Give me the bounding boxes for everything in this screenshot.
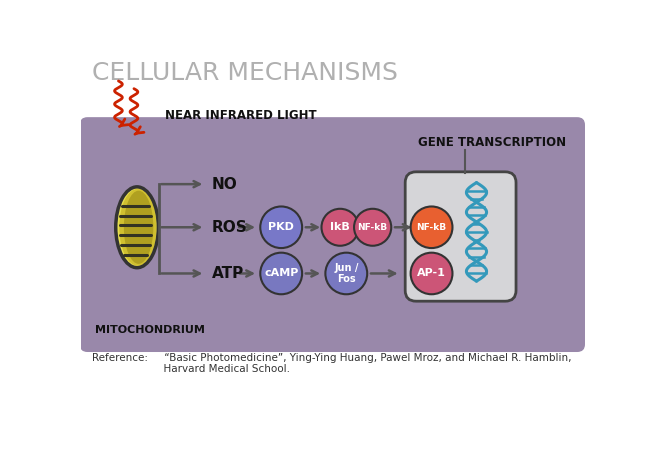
Text: ROS: ROS <box>211 220 247 235</box>
Text: NF-kB: NF-kB <box>417 223 447 232</box>
Circle shape <box>260 253 302 294</box>
Text: NO: NO <box>211 177 237 192</box>
Text: Harvard Medical School.: Harvard Medical School. <box>92 363 290 374</box>
Circle shape <box>322 209 359 246</box>
Circle shape <box>260 206 302 248</box>
Text: NF-kB: NF-kB <box>358 223 387 232</box>
Text: MITOCHONDRIUM: MITOCHONDRIUM <box>95 325 205 335</box>
Text: IkB: IkB <box>330 222 350 232</box>
Text: ATP: ATP <box>211 266 244 281</box>
Circle shape <box>411 206 452 248</box>
Circle shape <box>326 253 367 294</box>
Text: Jun /
Fos: Jun / Fos <box>334 263 359 284</box>
Ellipse shape <box>119 189 157 266</box>
Text: CELLULAR MECHANISMS: CELLULAR MECHANISMS <box>92 61 398 85</box>
Text: cAMP: cAMP <box>264 269 298 278</box>
Text: Reference:     “Basic Photomedicine”, Ying-Ying Huang, Pawel Mroz, and Michael R: Reference: “Basic Photomedicine”, Ying-Y… <box>92 353 571 363</box>
Ellipse shape <box>124 191 153 264</box>
Circle shape <box>354 209 391 246</box>
Text: AP-1: AP-1 <box>417 269 446 278</box>
Text: NEAR INFRARED LIGHT: NEAR INFRARED LIGHT <box>165 109 317 122</box>
Text: PKD: PKD <box>268 222 294 232</box>
FancyBboxPatch shape <box>80 117 585 352</box>
Circle shape <box>411 253 452 294</box>
Text: GENE TRANSCRIPTION: GENE TRANSCRIPTION <box>419 136 567 149</box>
FancyBboxPatch shape <box>405 172 516 301</box>
Ellipse shape <box>116 187 159 268</box>
